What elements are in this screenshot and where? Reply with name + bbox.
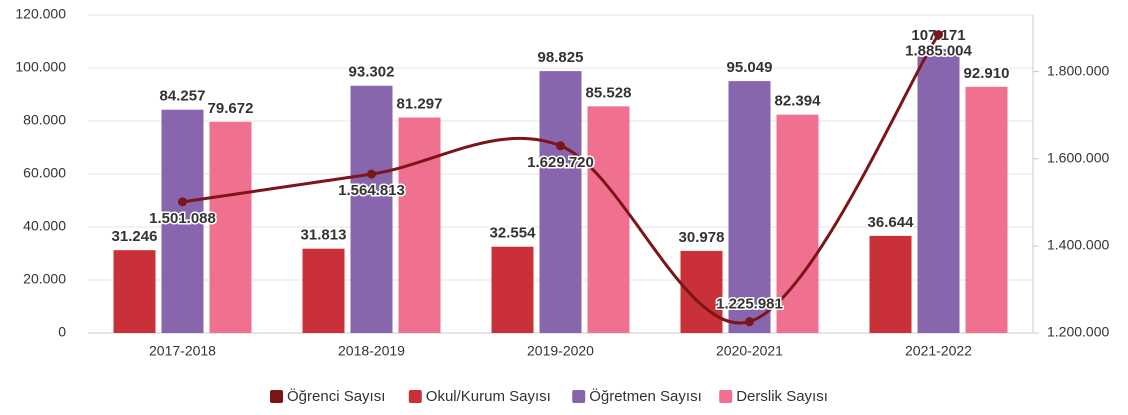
value-label: 98.825 <box>538 49 584 66</box>
value-label: 36.644 <box>868 214 915 231</box>
value-label: 31.246 <box>112 228 158 245</box>
bar <box>161 109 204 333</box>
point <box>934 30 943 40</box>
value-label: 81.297 <box>397 96 443 113</box>
point <box>556 141 565 151</box>
value-label: 30.978 <box>679 229 725 246</box>
bar <box>539 71 582 334</box>
y2-tick-label: 1.400.000 <box>1047 237 1109 253</box>
bar <box>398 117 441 333</box>
bar <box>209 121 252 333</box>
point <box>745 317 754 327</box>
legend-swatch <box>572 390 586 403</box>
y-tick-label: 20.000 <box>23 271 66 287</box>
value-label: 1.885.004 <box>905 43 972 60</box>
y-tick-label: 100.000 <box>15 59 66 75</box>
value-label: 93.302 <box>349 64 395 81</box>
value-label: 1.564.813 <box>338 182 405 199</box>
bar <box>587 106 630 333</box>
y2-tick-label: 1.200.000 <box>1047 324 1109 340</box>
y-tick-label: 0 <box>58 324 66 340</box>
value-label: 95.049 <box>727 59 773 76</box>
legend-swatch <box>270 390 283 403</box>
bar <box>869 235 912 333</box>
x-tick-label: 2021-2022 <box>905 343 972 359</box>
value-label: 1.501.088 <box>149 210 216 227</box>
line <box>182 33 940 325</box>
bar <box>491 246 534 333</box>
value-label: 92.910 <box>964 65 1010 82</box>
y-tick-label: 80.000 <box>23 112 66 128</box>
bar <box>917 48 960 333</box>
point <box>367 169 376 179</box>
value-label: 32.554 <box>490 225 537 242</box>
value-label: 31.813 <box>301 227 347 244</box>
x-tick-label: 2020-2021 <box>716 343 783 359</box>
value-label: 82.394 <box>775 93 822 110</box>
value-label: 1.629.720 <box>527 154 594 171</box>
value-label: 85.528 <box>586 84 632 101</box>
x-tick-label: 2018-2019 <box>338 343 405 359</box>
bar <box>728 81 771 333</box>
legend-swatch <box>719 390 733 403</box>
bar <box>302 248 345 333</box>
bar <box>113 250 156 333</box>
value-label: 84.257 <box>160 88 206 105</box>
value-label: 1.225.981 <box>716 296 783 313</box>
bar <box>350 85 393 334</box>
y2-tick-label: 1.600.000 <box>1047 149 1109 165</box>
bar <box>965 86 1008 333</box>
y-tick-label: 60.000 <box>23 165 66 181</box>
legend-label: Okul/Kurum Sayısı <box>426 388 551 405</box>
legend-label: Öğrenci Sayısı <box>287 387 385 405</box>
y-tick-label: 120.000 <box>15 6 66 22</box>
value-label: 79.672 <box>208 100 254 117</box>
x-tick-label: 2017-2018 <box>149 343 216 359</box>
y2-tick-label: 1.800.000 <box>1047 62 1109 78</box>
x-tick-label: 2019-2020 <box>527 343 594 359</box>
legend-swatch <box>408 390 422 403</box>
legend-label: Derslik Sayısı <box>736 388 828 405</box>
legend-label: Öğretmen Sayısı <box>589 387 702 405</box>
y-tick-label: 40.000 <box>23 218 66 234</box>
point <box>178 197 187 207</box>
